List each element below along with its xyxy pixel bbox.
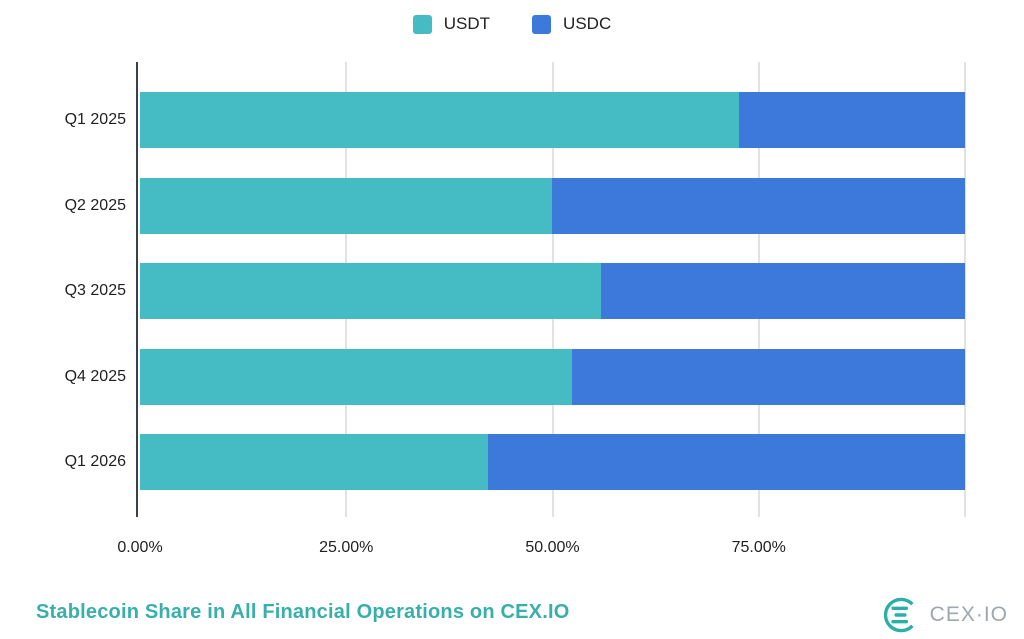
y-tick-label: Q4 2025 [64, 368, 126, 385]
x-tick-label: 25.00% [319, 539, 374, 556]
bar-segment-usdc[interactable] [488, 434, 965, 490]
cexio-logo-icon [883, 597, 914, 633]
x-tick-label: 50.00% [525, 539, 580, 556]
y-axis-line [136, 62, 138, 517]
y-tick-label: Q1 2025 [64, 111, 126, 128]
legend-swatch-usdt [412, 14, 432, 34]
bar-row-q2-2025 [140, 178, 965, 234]
legend-swatch-usdc [532, 14, 552, 34]
bar-segment-usdt[interactable] [140, 178, 552, 234]
x-tick-label: 75.00% [731, 539, 786, 556]
brand-wordmark: CEX·IO [929, 603, 1008, 626]
legend-item-usdt[interactable]: USDT [412, 14, 491, 34]
x-tick-label: 0.00% [117, 539, 163, 556]
chart-legend: USDT USDC [0, 14, 1024, 34]
chart-title: Stablecoin Share in All Financial Operat… [36, 601, 570, 623]
y-tick-label: Q1 2026 [64, 453, 126, 470]
bar-segment-usdt[interactable] [140, 92, 739, 148]
bar-segment-usdt[interactable] [140, 434, 489, 490]
bar-row-q1-2026 [140, 434, 965, 490]
bar-row-q1-2025 [140, 92, 965, 148]
legend-label: USDC [563, 14, 612, 33]
bar-row-q4-2025 [140, 349, 965, 405]
bar-segment-usdt[interactable] [140, 263, 602, 319]
bar-segment-usdc[interactable] [738, 92, 965, 148]
bar-segment-usdc[interactable] [601, 263, 965, 319]
y-tick-label: Q3 2025 [64, 282, 126, 299]
bar-segment-usdc[interactable] [572, 349, 965, 405]
plot-area: Q1 2025 Q2 2025 Q3 2025 Q4 2025 Q1 2026 0.00… [65, 62, 966, 556]
y-tick-label: Q2 2025 [64, 197, 126, 214]
brand-logo: CEX·IO [880, 594, 1008, 636]
bar-segment-usdt[interactable] [140, 349, 573, 405]
bar-segment-usdc[interactable] [551, 178, 965, 234]
gridline-100 [964, 62, 966, 517]
bar-row-q3-2025 [140, 263, 965, 319]
legend-label: USDT [443, 14, 491, 33]
legend-item-usdc[interactable]: USDC [532, 14, 611, 34]
